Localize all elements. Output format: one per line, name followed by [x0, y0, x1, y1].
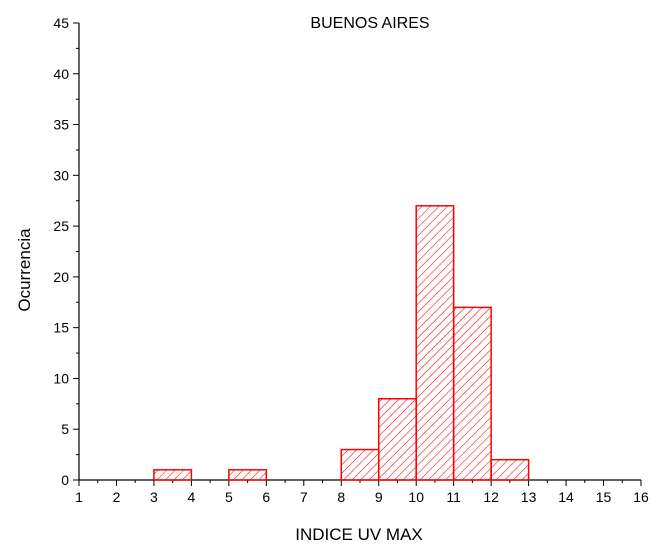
y-tick-label: 15: [53, 320, 69, 336]
x-tick-label: 9: [375, 489, 383, 505]
y-tick-label: 0: [61, 472, 69, 488]
x-tick-label: 15: [596, 489, 612, 505]
x-tick-label: 8: [337, 489, 345, 505]
histogram-bar: [228, 469, 268, 481]
x-tick-label: 4: [188, 489, 196, 505]
bars-layer: [153, 205, 530, 481]
x-tick-label: 11: [446, 489, 461, 505]
chart-title: BUENOS AIRES: [310, 15, 429, 32]
axes-layer: [78, 23, 641, 481]
x-axis-label: INDICE UV MAX: [295, 525, 423, 544]
histogram-bar: [490, 458, 530, 481]
x-tick-label: 16: [633, 489, 649, 505]
histogram-bar: [340, 448, 380, 481]
x-tick-label: 3: [150, 489, 158, 505]
histogram-bar: [153, 469, 193, 481]
x-tick-label: 5: [225, 489, 233, 505]
histogram-bar: [415, 205, 455, 481]
y-tick-label: 30: [53, 167, 69, 183]
x-tick-label: 2: [113, 489, 121, 505]
ticks-layer: 1 2 3 4 5 6 7 8 9 10 11 12 13 14 15 1605101520253035404…: [53, 15, 649, 505]
y-tick-label: 5: [61, 421, 69, 437]
x-tick-label: 10: [408, 489, 424, 505]
x-tick-label: 14: [558, 489, 574, 505]
x-tick-label: 13: [521, 489, 537, 505]
y-tick-label: 40: [53, 66, 69, 82]
y-axis-label: Ocurrencia: [15, 228, 34, 312]
histogram-bar: [377, 398, 417, 481]
y-tick-label: 10: [53, 370, 69, 386]
y-tick-label: 25: [53, 218, 69, 234]
x-tick-label: 12: [483, 489, 499, 505]
x-tick-label: 6: [262, 489, 270, 505]
y-tick-label: 45: [53, 15, 69, 31]
x-tick-label: 7: [300, 489, 308, 505]
y-tick-label: 35: [53, 117, 69, 133]
x-tick-label: 1: [75, 489, 83, 505]
histogram-bar: [452, 306, 492, 481]
y-tick-label: 20: [53, 269, 69, 285]
